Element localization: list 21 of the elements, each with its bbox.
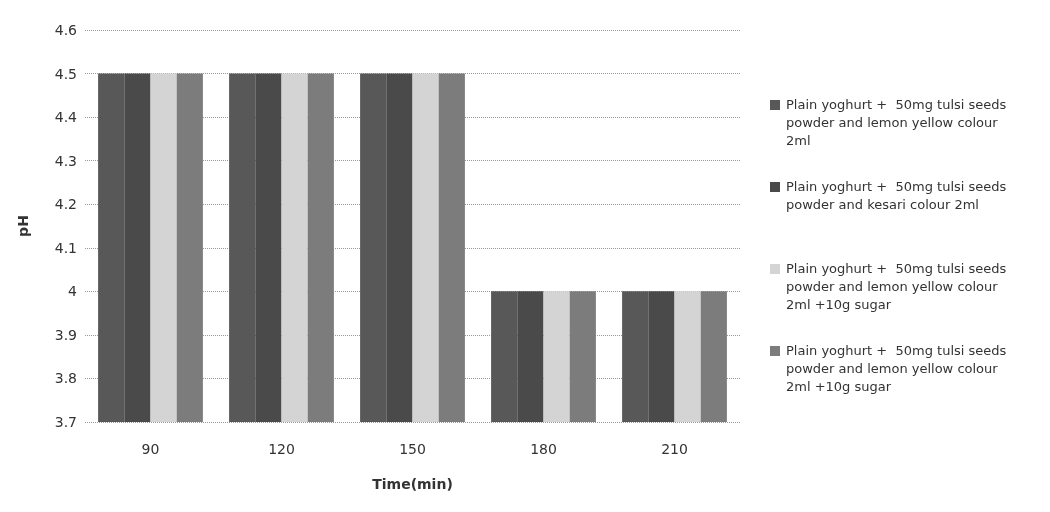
y-axis-title: pH — [15, 215, 31, 237]
legend-label: Plain yoghurt + 50mg tulsi seeds powder and lemon yellow colour 2ml — [786, 96, 1011, 148]
x-tick-label: 210 — [661, 441, 688, 457]
y-tick-label: 3.8 — [54, 370, 77, 387]
legend-label: Plain yoghurt + 50mg tulsi seeds powder and lemon yellow colour 2ml +10g sugar — [786, 260, 1011, 312]
x-tick-label: 180 — [530, 441, 557, 457]
x-axis-title: Time(min) — [372, 476, 453, 492]
x-tick-label: 120 — [268, 441, 295, 457]
y-tick-label: 3.9 — [54, 326, 77, 343]
y-tick-label: 4.1 — [54, 239, 77, 256]
legend-label: Plain yoghurt + 50mg tulsi seeds powder and lemon yellow colour 2ml +10g sugar — [786, 342, 1011, 394]
y-tick-label: 4.2 — [54, 196, 77, 213]
y-tick-label: 4.5 — [54, 65, 77, 82]
y-tick-label: 4.6 — [54, 22, 78, 38]
y-tick-label: 4 — [68, 283, 78, 300]
y-tick-label: 4.4 — [54, 109, 78, 126]
y-tick-label: 4.3 — [54, 152, 77, 169]
legend-label: Plain yoghurt + 50mg tulsi seeds powder and kesari colour 2ml — [786, 178, 1011, 212]
x-tick-label: 150 — [399, 441, 426, 457]
y-tick-label: 3.7 — [54, 414, 77, 430]
x-tick-label: 90 — [141, 441, 160, 457]
